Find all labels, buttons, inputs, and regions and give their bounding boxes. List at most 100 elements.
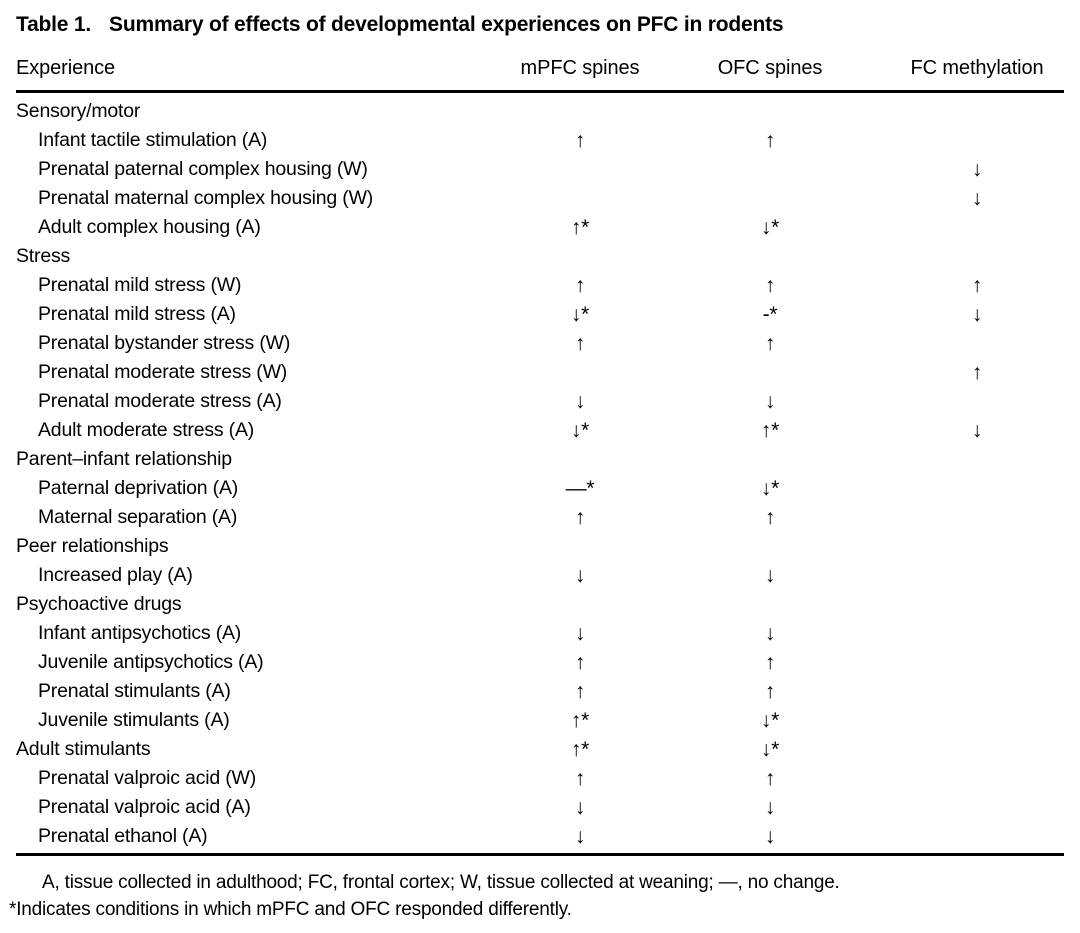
fc-methylation-value [845, 387, 1064, 416]
mpfc-spines-value [505, 358, 655, 387]
experience-label: Prenatal mild stress (A) [38, 303, 236, 325]
mpfc-spines-value: ↓ [574, 564, 586, 587]
table-row: Sensory/motor [16, 97, 1064, 126]
experience-label: Prenatal valproic acid (A) [38, 796, 251, 818]
table-caption: Summary of effects of developmental expe… [109, 13, 784, 36]
footnotes: A, tissue collected in adulthood; FC, fr… [9, 869, 1064, 923]
mpfc-spines-value: ↑ [574, 129, 586, 152]
ofc-spines-value [655, 590, 845, 619]
experience-label: Sensory/motor [16, 100, 141, 122]
experience-label: Adult complex housing (A) [38, 216, 261, 238]
ofc-spines-value: -* [762, 303, 778, 326]
ofc-spines-value: ↑* [760, 419, 780, 442]
fc-methylation-value [845, 474, 1064, 503]
mpfc-spines-value: ↓* [570, 419, 590, 442]
table-row: Prenatal stimulants (A) ↑ ↑ [16, 677, 1064, 706]
mpfc-spines-value: ↑ [574, 767, 586, 790]
fc-methylation-value: ↓ [971, 187, 983, 210]
experience-label: Prenatal ethanol (A) [38, 825, 208, 847]
mpfc-spines-value [505, 532, 655, 561]
experience-label: Increased play (A) [38, 564, 193, 586]
ofc-spines-value: ↓ [764, 390, 776, 413]
table-row: Prenatal paternal complex housing (W) ↓ [16, 155, 1064, 184]
column-header-experience: Experience [16, 57, 116, 79]
experience-label: Adult moderate stress (A) [38, 419, 255, 441]
ofc-spines-value: ↓ [764, 796, 776, 819]
experience-label: Infant antipsychotics (A) [38, 622, 242, 644]
table-title: Table 1. Summary of effects of developmen… [16, 12, 1064, 38]
ofc-spines-value: ↑ [764, 506, 776, 529]
table-row: Prenatal ethanol (A) ↓ ↓ [16, 822, 1064, 851]
ofc-spines-value [655, 184, 845, 213]
ofc-spines-value: ↓* [760, 709, 780, 732]
fc-methylation-value [845, 126, 1064, 155]
mpfc-spines-value: ↑* [570, 709, 590, 732]
table-row: Increased play (A) ↓ ↓ [16, 561, 1064, 590]
ofc-spines-value: ↑ [764, 129, 776, 152]
fc-methylation-value [845, 532, 1064, 561]
experience-label: Adult stimulants [16, 738, 151, 760]
experience-label: Prenatal stimulants (A) [38, 680, 231, 702]
ofc-spines-value [655, 97, 845, 126]
mpfc-spines-value [505, 97, 655, 126]
table-row: Psychoactive drugs [16, 590, 1064, 619]
ofc-spines-value: ↓ [764, 564, 776, 587]
table-row: Juvenile antipsychotics (A) ↑ ↑ [16, 648, 1064, 677]
mpfc-spines-value [505, 445, 655, 474]
mpfc-spines-value: ↓ [574, 825, 586, 848]
table-row: Prenatal valproic acid (A) ↓ ↓ [16, 793, 1064, 822]
table-row: Adult moderate stress (A) ↓* ↑* ↓ [16, 416, 1064, 445]
table-number: Table 1. [16, 13, 92, 36]
fc-methylation-value [845, 706, 1064, 735]
fc-methylation-value [845, 242, 1064, 271]
mpfc-spines-value: ↑ [574, 332, 586, 355]
experience-label: Juvenile antipsychotics (A) [38, 651, 264, 673]
fc-methylation-value [845, 793, 1064, 822]
fc-methylation-value [845, 619, 1064, 648]
ofc-spines-value: ↓* [760, 738, 780, 761]
table-body: Sensory/motor Infant tactile stimulation… [16, 93, 1064, 851]
mpfc-spines-value: ↓* [570, 303, 590, 326]
ofc-spines-value: ↓* [760, 216, 780, 239]
ofc-spines-value: ↑ [764, 274, 776, 297]
footnote-abbreviations: A, tissue collected in adulthood; FC, fr… [42, 872, 840, 893]
table-row: Maternal separation (A) ↑ ↑ [16, 503, 1064, 532]
fc-methylation-value [845, 764, 1064, 793]
ofc-spines-value: ↓* [760, 477, 780, 500]
ofc-spines-value [655, 445, 845, 474]
fc-methylation-value [845, 329, 1064, 358]
fc-methylation-value: ↑ [971, 274, 983, 297]
fc-methylation-value [845, 213, 1064, 242]
experience-label: Paternal deprivation (A) [38, 477, 239, 499]
table-row: Stress [16, 242, 1064, 271]
fc-methylation-value [845, 822, 1064, 851]
mpfc-spines-value: ↑ [574, 651, 586, 674]
ofc-spines-value [655, 532, 845, 561]
experience-label: Juvenile stimulants (A) [38, 709, 230, 731]
experience-label: Prenatal paternal complex housing (W) [38, 158, 368, 180]
experience-label: Prenatal moderate stress (A) [38, 390, 282, 412]
fc-methylation-value: ↑ [971, 361, 983, 384]
table-row: Prenatal moderate stress (A) ↓ ↓ [16, 387, 1064, 416]
fc-methylation-value [845, 677, 1064, 706]
experience-label: Psychoactive drugs [16, 593, 182, 615]
table-row: Prenatal maternal complex housing (W) ↓ [16, 184, 1064, 213]
table-row: Paternal deprivation (A) —* ↓* [16, 474, 1064, 503]
experience-label: Parent–infant relationship [16, 448, 232, 470]
mpfc-spines-value: ↑ [574, 506, 586, 529]
mpfc-spines-value: ↑ [574, 680, 586, 703]
experience-label: Prenatal bystander stress (W) [38, 332, 291, 354]
table-row: Parent–infant relationship [16, 445, 1064, 474]
table-row: Infant antipsychotics (A) ↓ ↓ [16, 619, 1064, 648]
column-header-fc-methylation: FC methylation [910, 57, 1044, 79]
fc-methylation-value: ↓ [971, 419, 983, 442]
table-row: Prenatal bystander stress (W) ↑ ↑ [16, 329, 1064, 358]
table-row: Juvenile stimulants (A) ↑* ↓* [16, 706, 1064, 735]
mpfc-spines-value: ↑* [570, 738, 590, 761]
fc-methylation-value [845, 590, 1064, 619]
mpfc-spines-value: ↓ [574, 796, 586, 819]
fc-methylation-value: ↓ [971, 303, 983, 326]
mpfc-spines-value: ↑ [574, 274, 586, 297]
mpfc-spines-value [505, 590, 655, 619]
